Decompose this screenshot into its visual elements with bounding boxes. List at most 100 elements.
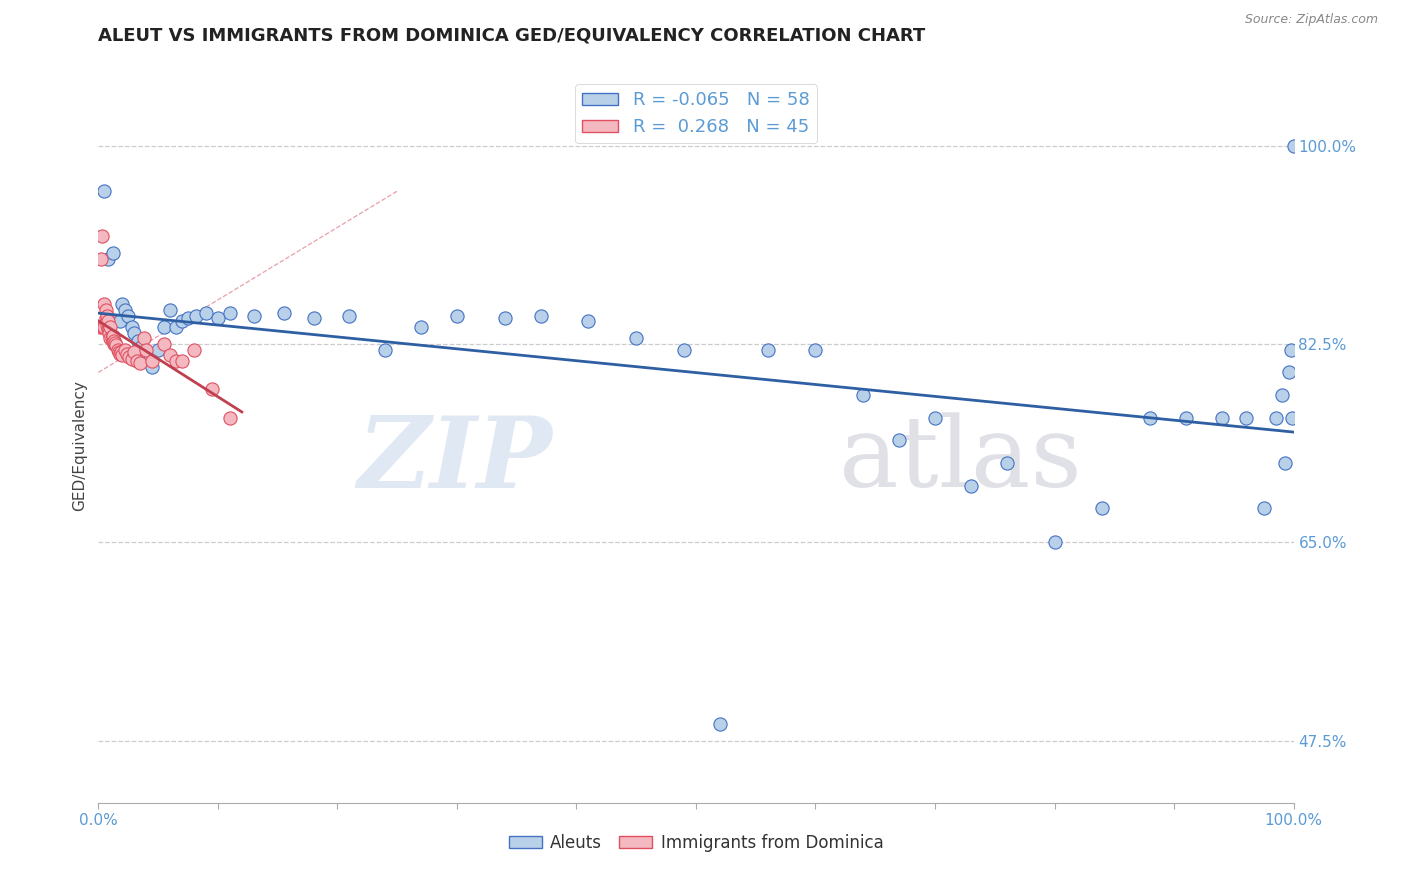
Point xyxy=(101,246,124,260)
Point xyxy=(98,326,121,340)
Point xyxy=(273,306,295,320)
Point xyxy=(1211,410,1233,425)
Point xyxy=(127,334,149,348)
Point xyxy=(172,314,194,328)
Point xyxy=(141,354,163,368)
Point xyxy=(219,410,242,425)
Text: ALEUT VS IMMIGRANTS FROM DOMINICA GED/EQUIVALENCY CORRELATION CHART: ALEUT VS IMMIGRANTS FROM DOMINICA GED/EQ… xyxy=(98,27,925,45)
Point xyxy=(530,309,553,323)
Point xyxy=(1278,365,1301,379)
Point xyxy=(121,320,143,334)
Point xyxy=(94,311,117,326)
Point xyxy=(98,320,122,334)
Point xyxy=(100,331,122,345)
Point xyxy=(141,359,163,374)
Point xyxy=(153,320,176,334)
Point xyxy=(90,252,112,266)
Point xyxy=(97,252,120,266)
Point xyxy=(138,354,160,368)
Text: ZIP: ZIP xyxy=(357,412,553,508)
Point xyxy=(111,348,134,362)
Point xyxy=(207,311,229,326)
Point xyxy=(93,320,115,334)
Point xyxy=(121,351,143,366)
Point xyxy=(125,354,148,368)
Point xyxy=(673,343,696,357)
Point xyxy=(172,354,194,368)
Point xyxy=(115,347,138,361)
Point xyxy=(219,306,242,320)
Text: Source: ZipAtlas.com: Source: ZipAtlas.com xyxy=(1244,13,1378,27)
Point xyxy=(195,306,218,320)
Point xyxy=(709,716,731,731)
Point xyxy=(1274,456,1296,470)
Point xyxy=(243,309,266,323)
Point xyxy=(103,334,125,348)
Point xyxy=(134,345,156,359)
Point xyxy=(93,297,115,311)
Point xyxy=(159,303,181,318)
Point xyxy=(153,337,176,351)
Point xyxy=(110,345,132,359)
Point xyxy=(101,329,124,343)
Point xyxy=(1091,501,1114,516)
Point xyxy=(103,337,125,351)
Point xyxy=(411,320,433,334)
Point xyxy=(165,354,187,368)
Point xyxy=(89,320,111,334)
Point xyxy=(118,350,141,364)
Point xyxy=(302,311,325,326)
Point xyxy=(91,229,114,244)
Point xyxy=(93,184,115,198)
Point xyxy=(117,309,139,323)
Point xyxy=(98,322,121,336)
Point xyxy=(186,309,208,323)
Point xyxy=(97,322,120,336)
Point xyxy=(91,320,114,334)
Point xyxy=(148,343,170,357)
Point xyxy=(108,314,131,328)
Point xyxy=(1234,410,1257,425)
Point xyxy=(494,311,516,326)
Point xyxy=(108,347,131,361)
Point xyxy=(626,331,648,345)
Point xyxy=(1175,410,1198,425)
Point xyxy=(132,331,155,345)
Point xyxy=(1043,535,1066,549)
Point xyxy=(756,343,779,357)
Point xyxy=(1281,410,1303,425)
Point xyxy=(131,341,153,355)
Y-axis label: GED/Equivalency: GED/Equivalency xyxy=(72,381,87,511)
Point xyxy=(94,303,117,318)
Point xyxy=(804,343,827,357)
Point xyxy=(960,478,983,492)
Point xyxy=(101,334,124,348)
Point xyxy=(1282,138,1305,153)
Point xyxy=(159,348,181,362)
Point xyxy=(183,343,205,357)
Point xyxy=(124,345,146,359)
Point xyxy=(446,309,468,323)
Point xyxy=(114,343,136,357)
Point xyxy=(165,320,187,334)
Point xyxy=(924,410,946,425)
Point xyxy=(97,314,120,328)
Point xyxy=(107,345,129,359)
Point xyxy=(852,388,875,402)
Point xyxy=(1264,410,1286,425)
Point xyxy=(96,318,118,332)
Point xyxy=(114,303,136,318)
Legend: Aleuts, Immigrants from Dominica: Aleuts, Immigrants from Dominica xyxy=(502,828,890,859)
Point xyxy=(177,311,200,326)
Point xyxy=(111,297,134,311)
Text: atlas: atlas xyxy=(839,412,1083,508)
Point xyxy=(1271,388,1294,402)
Point xyxy=(104,335,127,350)
Point xyxy=(1253,501,1275,516)
Point xyxy=(995,456,1018,470)
Point xyxy=(339,309,361,323)
Point xyxy=(129,356,152,370)
Point xyxy=(98,331,122,345)
Point xyxy=(96,309,118,323)
Point xyxy=(578,314,600,328)
